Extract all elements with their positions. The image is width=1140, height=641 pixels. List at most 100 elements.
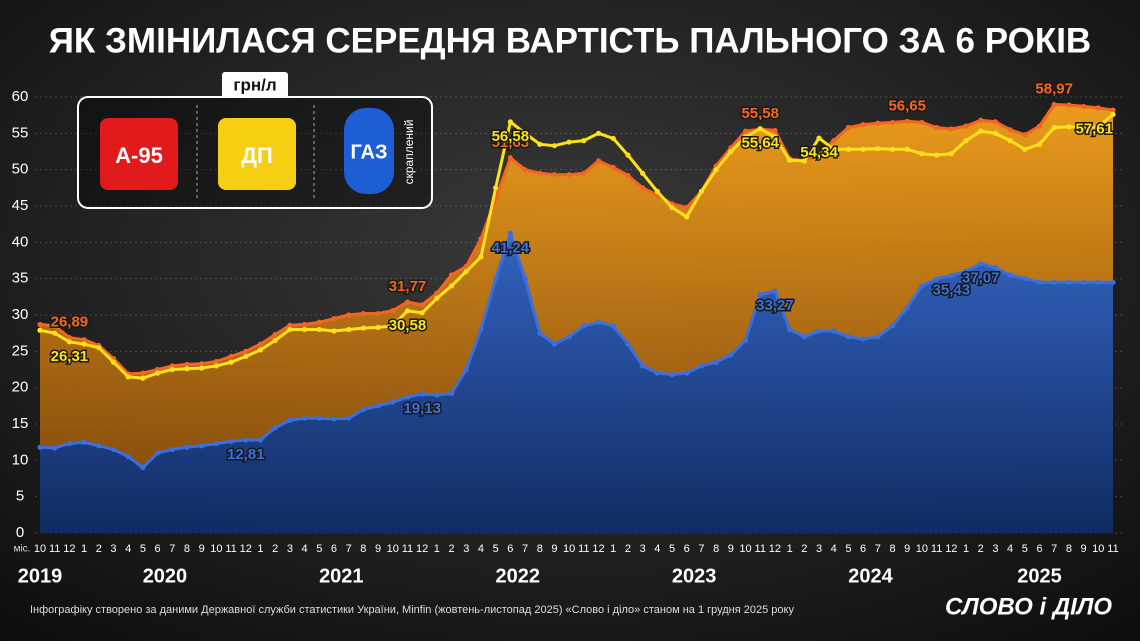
data-label: 55,58 bbox=[741, 105, 779, 122]
data-point bbox=[404, 299, 411, 305]
data-point bbox=[831, 146, 837, 152]
data-point bbox=[346, 415, 352, 421]
data-point bbox=[199, 443, 205, 449]
data-point bbox=[522, 130, 528, 136]
x-tick-label: 1 bbox=[434, 543, 440, 555]
data-point bbox=[904, 146, 910, 152]
x-tick-label: 6 bbox=[155, 543, 161, 555]
data-point bbox=[1110, 107, 1116, 113]
x-tick-label: 11 bbox=[578, 543, 589, 555]
legend-note: скраплений bbox=[402, 120, 416, 185]
data-point bbox=[110, 446, 117, 453]
data-point bbox=[213, 441, 219, 447]
data-point bbox=[919, 119, 925, 126]
data-point bbox=[566, 139, 572, 145]
data-point bbox=[1081, 103, 1087, 110]
data-point bbox=[243, 348, 249, 354]
data-point bbox=[787, 157, 793, 163]
data-point bbox=[948, 126, 954, 132]
data-point bbox=[992, 265, 999, 271]
data-point bbox=[537, 141, 543, 147]
data-point bbox=[728, 352, 734, 358]
x-tick-label: 7 bbox=[522, 543, 528, 555]
x-tick-label: 9 bbox=[728, 543, 734, 555]
data-point bbox=[228, 353, 234, 360]
data-point bbox=[1081, 124, 1087, 131]
x-tick-label: 12 bbox=[769, 543, 781, 555]
data-point bbox=[978, 128, 984, 134]
data-point bbox=[963, 268, 969, 274]
data-point bbox=[1007, 138, 1013, 144]
data-point bbox=[213, 363, 219, 369]
data-point bbox=[272, 332, 278, 338]
x-tick-label: 3 bbox=[287, 543, 293, 555]
y-tick-label: 5 bbox=[16, 488, 24, 505]
data-point bbox=[860, 336, 866, 342]
data-point bbox=[360, 310, 366, 317]
data-point bbox=[595, 130, 602, 136]
x-tick-label: 10 bbox=[1092, 543, 1104, 555]
data-point bbox=[66, 441, 72, 447]
data-point bbox=[463, 366, 469, 373]
data-point bbox=[684, 204, 690, 211]
data-point bbox=[419, 302, 425, 308]
data-point bbox=[184, 366, 190, 372]
x-tick-label: 7 bbox=[346, 543, 352, 555]
y-tick-label: 25 bbox=[12, 342, 29, 359]
data-point bbox=[698, 188, 705, 195]
data-point bbox=[992, 119, 999, 125]
data-point bbox=[595, 158, 602, 164]
data-point bbox=[184, 361, 190, 368]
x-tick-label: 3 bbox=[992, 543, 998, 555]
data-point bbox=[331, 316, 337, 322]
data-point bbox=[522, 167, 528, 173]
data-point bbox=[713, 167, 719, 173]
data-label: 26,31 bbox=[51, 348, 89, 365]
data-point bbox=[640, 363, 646, 369]
data-point bbox=[390, 308, 396, 314]
year-label: 2025 bbox=[1017, 565, 1062, 587]
data-point bbox=[66, 339, 72, 345]
data-label: 37,07 bbox=[962, 270, 1000, 287]
data-point bbox=[1051, 101, 1057, 108]
data-label: 51,63 bbox=[492, 134, 530, 151]
data-point bbox=[316, 326, 322, 333]
x-tick-label: 4 bbox=[125, 543, 131, 555]
data-point bbox=[934, 152, 940, 158]
data-point bbox=[845, 124, 852, 131]
x-tick-label: 5 bbox=[669, 543, 675, 555]
y-tick-label: 20 bbox=[12, 379, 29, 396]
x-tick-label: 2 bbox=[978, 543, 984, 555]
x-tick-label: 6 bbox=[860, 543, 866, 555]
data-point bbox=[581, 170, 587, 176]
data-point bbox=[228, 359, 234, 365]
data-point bbox=[37, 321, 43, 328]
data-point bbox=[654, 370, 660, 376]
x-tick-label: 6 bbox=[684, 543, 690, 555]
data-point bbox=[610, 323, 616, 329]
data-point bbox=[845, 146, 852, 152]
x-tick-label: 8 bbox=[537, 543, 543, 555]
x-tick-label: 2 bbox=[96, 543, 102, 555]
data-point bbox=[419, 391, 425, 397]
data-point bbox=[404, 308, 411, 314]
data-point bbox=[625, 172, 631, 179]
data-point bbox=[1110, 111, 1116, 117]
data-point bbox=[478, 326, 484, 333]
data-point bbox=[919, 151, 925, 157]
logo: СЛОВО і ДІЛО bbox=[945, 593, 1112, 620]
data-point bbox=[551, 341, 558, 347]
x-tick-label: 9 bbox=[199, 543, 205, 555]
x-tick-label: 10 bbox=[739, 543, 751, 555]
data-point bbox=[1051, 124, 1057, 131]
data-point bbox=[875, 145, 881, 152]
data-point bbox=[169, 366, 175, 373]
x-tick-label: 1 bbox=[610, 543, 616, 555]
year-label: 2023 bbox=[672, 565, 717, 587]
data-point bbox=[228, 438, 234, 445]
data-point bbox=[684, 214, 690, 220]
x-tick-label: 4 bbox=[478, 543, 484, 555]
data-point bbox=[698, 363, 705, 369]
data-label: 56,65 bbox=[888, 97, 926, 114]
year-label: 2020 bbox=[143, 565, 188, 587]
